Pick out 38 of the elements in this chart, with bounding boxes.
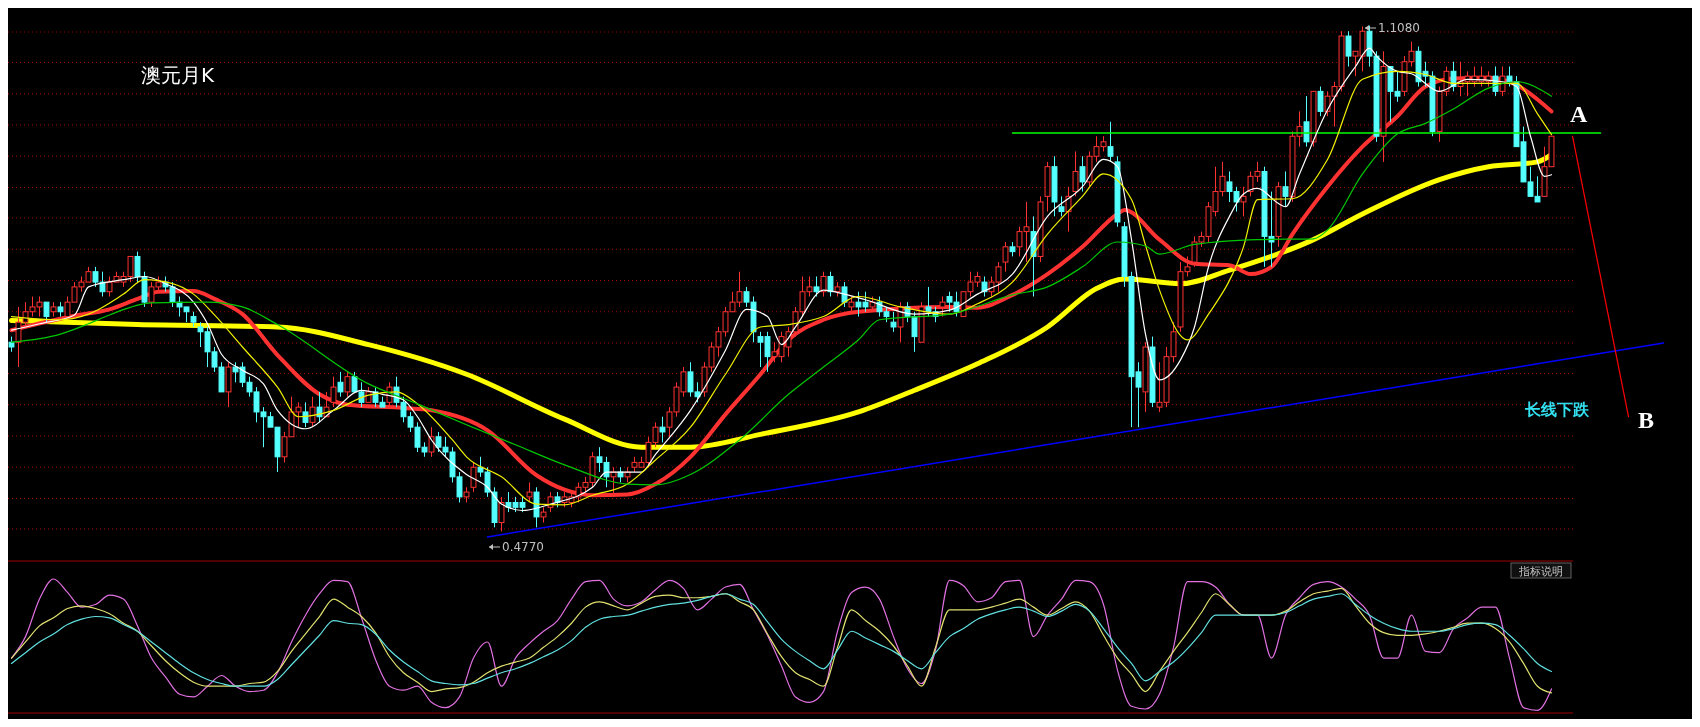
candlestick: [316, 391, 323, 423]
candlestick: [1506, 66, 1513, 88]
candlestick: [1058, 195, 1065, 217]
candlestick: [820, 271, 827, 298]
candlestick: [344, 371, 351, 398]
candlestick: [1072, 150, 1079, 197]
candlestick: [43, 301, 50, 323]
candlestick: [498, 496, 505, 532]
candlestick: [813, 275, 820, 298]
candlestick: [309, 396, 316, 428]
candlestick: [1240, 186, 1247, 217]
text: 澳元月K: [141, 63, 215, 87]
candlestick: [890, 311, 897, 333]
candlestick: [470, 461, 477, 493]
candlestick: [659, 416, 666, 443]
candlestick: [1107, 121, 1114, 163]
candlestick: [1002, 241, 1009, 273]
candlestick: [827, 271, 834, 298]
candlestick: [911, 311, 918, 353]
candlestick: [337, 371, 344, 398]
candlestick: [134, 251, 141, 283]
candlestick: [1317, 86, 1324, 117]
annotation: B: [1638, 407, 1655, 433]
annotation: 0.4770: [502, 540, 544, 555]
candlestick: [1303, 95, 1310, 148]
candlestick: [302, 401, 309, 428]
annotation: 1.1080: [1378, 21, 1420, 36]
candlestick: [1079, 155, 1086, 193]
candlestick: [428, 426, 435, 458]
text: 指标说明: [1518, 564, 1563, 578]
candlestick: [526, 481, 533, 503]
candlestick: [330, 376, 337, 408]
candlestick: [1345, 30, 1352, 68]
annotation: A: [1570, 101, 1588, 127]
candlestick: [939, 296, 946, 318]
annotation: 长线下跌: [1524, 400, 1590, 419]
candlestick: [1282, 171, 1289, 208]
candlestick: [981, 275, 988, 298]
